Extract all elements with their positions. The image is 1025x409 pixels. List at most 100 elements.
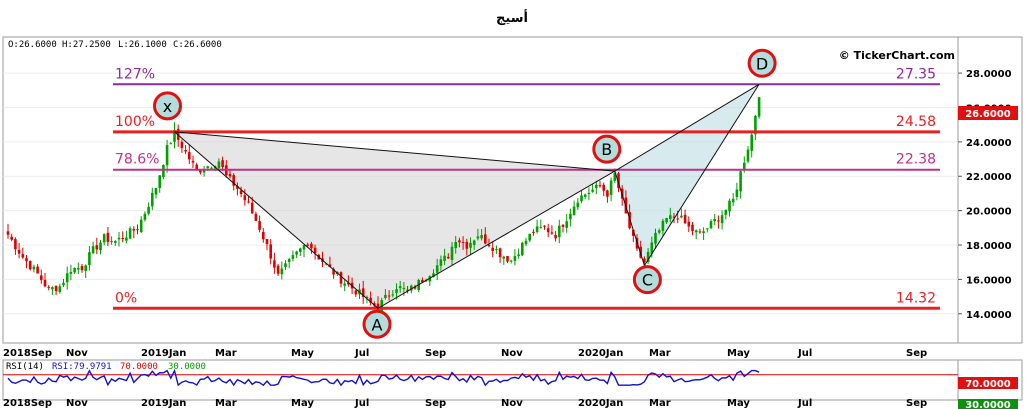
candle-body bbox=[354, 290, 358, 295]
rsi-lower-badge-label: 30.0000 bbox=[965, 400, 1011, 409]
candle-body bbox=[62, 282, 65, 286]
candle-body bbox=[454, 241, 457, 249]
candle-body bbox=[132, 228, 136, 231]
candle-body bbox=[165, 145, 169, 166]
pattern-leg bbox=[643, 84, 760, 266]
candle-body bbox=[128, 228, 132, 239]
candle-body bbox=[73, 267, 76, 273]
fib-pct-label: 0% bbox=[115, 290, 137, 306]
rsi-series bbox=[3, 368, 958, 387]
y-tick-label: 14.0000 bbox=[966, 310, 1012, 321]
candle-body bbox=[617, 173, 620, 189]
candle-body bbox=[491, 247, 494, 252]
candle-body bbox=[717, 220, 720, 222]
candle-body bbox=[731, 198, 735, 203]
candle-body bbox=[247, 201, 250, 203]
candle-body bbox=[650, 242, 654, 254]
pattern-point-a[interactable] bbox=[362, 309, 392, 339]
pattern-point-d[interactable] bbox=[747, 48, 777, 78]
candle-body bbox=[21, 254, 25, 258]
candle-body bbox=[91, 246, 95, 254]
candle-body bbox=[106, 232, 110, 242]
candle-body bbox=[398, 286, 402, 289]
candle-body bbox=[32, 266, 36, 270]
candle-body bbox=[139, 219, 143, 233]
x-tick-label-rsi: Mar bbox=[215, 398, 237, 409]
pattern-point-c[interactable] bbox=[632, 265, 662, 295]
ohlc-open: O:26.6000 bbox=[8, 40, 57, 50]
candle-body bbox=[210, 167, 213, 169]
candle-body bbox=[484, 234, 487, 244]
candle-body bbox=[402, 288, 406, 290]
candle-body bbox=[373, 303, 376, 306]
candle-body bbox=[191, 160, 195, 163]
candle-body bbox=[199, 170, 202, 173]
ohlc-close: C:26.6000 bbox=[173, 40, 222, 50]
pattern-point-label: C bbox=[642, 271, 653, 290]
candle-body bbox=[51, 287, 54, 290]
rsi-panel[interactable] bbox=[2, 359, 959, 401]
candle-body bbox=[720, 215, 724, 224]
candle-body bbox=[217, 161, 221, 169]
candle-body bbox=[276, 265, 280, 274]
fib-pct-label: 127% bbox=[115, 66, 155, 82]
candle-body bbox=[114, 241, 117, 243]
candle-body bbox=[702, 231, 705, 233]
candle-body bbox=[643, 258, 646, 263]
candle-body bbox=[746, 149, 750, 162]
candle-body bbox=[365, 296, 369, 299]
candle-body bbox=[435, 265, 439, 273]
candle-body bbox=[117, 237, 121, 240]
last-price-label: 26.6000 bbox=[965, 109, 1011, 120]
candle-body bbox=[476, 236, 480, 239]
candle-body bbox=[587, 192, 591, 194]
rsi-lower-badge bbox=[958, 399, 1018, 409]
y-tick-label: 24.0000 bbox=[966, 138, 1012, 149]
x-tick-label: 2019Jan bbox=[141, 348, 186, 359]
candle-body bbox=[310, 243, 313, 249]
candle-body bbox=[343, 283, 346, 286]
candle-body bbox=[550, 232, 554, 234]
candle-body bbox=[36, 266, 39, 274]
candle-body bbox=[202, 170, 206, 173]
x-tick-label-rsi: Mar bbox=[649, 398, 671, 409]
pattern-leg bbox=[174, 131, 379, 309]
candle-body bbox=[14, 239, 17, 250]
candle-body bbox=[176, 128, 180, 140]
last-price-badge bbox=[958, 106, 1018, 120]
rsi-upper-badge bbox=[958, 377, 1018, 389]
candle-body bbox=[28, 260, 32, 270]
candle-body bbox=[206, 166, 210, 169]
candle-body bbox=[709, 221, 713, 229]
fibonacci-levels: 127% 27.35 100% 24.58 78.6% 22.38 0% 14.32 bbox=[113, 66, 940, 310]
pattern-point-b[interactable] bbox=[592, 134, 622, 164]
x-tick-label: Nov bbox=[66, 348, 88, 359]
x-tick-label: Sep bbox=[906, 348, 927, 359]
candle-body bbox=[162, 164, 165, 177]
candle-body bbox=[265, 239, 269, 245]
candle-body bbox=[539, 227, 543, 229]
candle-body bbox=[232, 175, 235, 186]
ohlc-high: H:27.2500 bbox=[62, 40, 111, 50]
candle-body bbox=[447, 256, 450, 259]
rsi-label: RSI(14) bbox=[6, 362, 44, 372]
candle-body bbox=[498, 248, 502, 258]
rsi-lower-text: 30.0000 bbox=[168, 362, 206, 372]
x-tick-label: 2018Sep bbox=[3, 348, 52, 359]
candle-body bbox=[99, 242, 102, 251]
candle-body bbox=[569, 213, 572, 220]
candle-body bbox=[295, 251, 298, 255]
y-tick-label: 18.0000 bbox=[966, 241, 1012, 252]
pattern-point-label: D bbox=[756, 54, 768, 73]
candle-body bbox=[558, 225, 561, 238]
price-axis[interactable] bbox=[957, 36, 1023, 344]
pattern-point-x[interactable] bbox=[153, 91, 182, 121]
candle-body bbox=[750, 134, 753, 151]
x-tick-label-rsi: 2018Sep bbox=[3, 398, 52, 409]
x-tick-label: Jul bbox=[354, 348, 369, 359]
candle-body bbox=[95, 245, 99, 250]
candle-body bbox=[632, 229, 635, 236]
candle-body bbox=[583, 194, 587, 197]
candle-body bbox=[450, 246, 454, 260]
